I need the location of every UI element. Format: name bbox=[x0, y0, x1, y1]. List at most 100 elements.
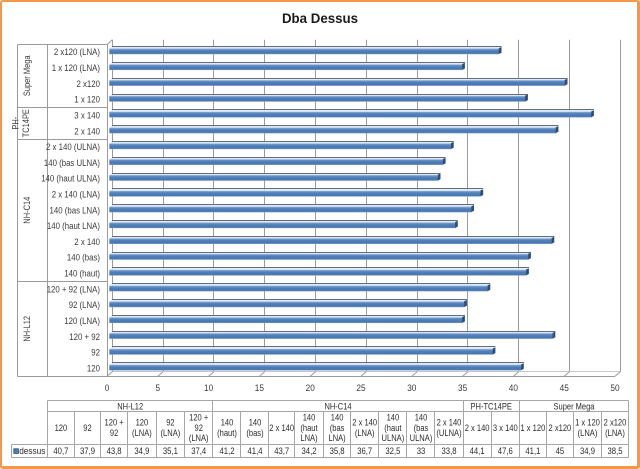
svg-text:1 x 120: 1 x 120 bbox=[74, 95, 100, 105]
svg-text:120: 120 bbox=[55, 423, 68, 433]
svg-text:2 x 140 (LNA): 2 x 140 (LNA) bbox=[52, 190, 100, 200]
svg-text:1 x 120: 1 x 120 bbox=[575, 418, 600, 428]
svg-text:(bas: (bas bbox=[414, 423, 429, 433]
svg-text:10: 10 bbox=[204, 383, 213, 393]
svg-text:Dba Dessus: Dba Dessus bbox=[282, 10, 358, 26]
svg-text:33: 33 bbox=[417, 446, 426, 456]
svg-text:30: 30 bbox=[407, 383, 416, 393]
svg-text:34,9: 34,9 bbox=[134, 446, 149, 456]
svg-text:120 + 92: 120 + 92 bbox=[69, 332, 100, 342]
svg-text:2 x120: 2 x120 bbox=[604, 418, 627, 428]
svg-text:2 x 140: 2 x 140 bbox=[269, 423, 294, 433]
svg-text:2 x 140: 2 x 140 bbox=[74, 126, 100, 136]
svg-text:1 x 120 (LNA): 1 x 120 (LNA) bbox=[52, 63, 100, 73]
svg-text:140 (haut LNA): 140 (haut LNA) bbox=[47, 221, 100, 231]
svg-text:2 x120: 2 x120 bbox=[77, 79, 101, 89]
svg-text:41,2: 41,2 bbox=[220, 446, 235, 456]
svg-text:43,7: 43,7 bbox=[274, 446, 289, 456]
svg-text:140 (bas ULNA): 140 (bas ULNA) bbox=[44, 158, 100, 168]
svg-text:35,1: 35,1 bbox=[163, 446, 178, 456]
svg-text:140: 140 bbox=[221, 418, 234, 428]
svg-text:25: 25 bbox=[356, 383, 365, 393]
svg-text:0: 0 bbox=[105, 383, 110, 393]
svg-text:40,7: 40,7 bbox=[53, 446, 68, 456]
svg-text:35,8: 35,8 bbox=[330, 446, 345, 456]
svg-text:92: 92 bbox=[195, 423, 203, 433]
svg-text:41,1: 41,1 bbox=[525, 446, 540, 456]
svg-text:45: 45 bbox=[556, 446, 565, 456]
svg-text:34,9: 34,9 bbox=[580, 446, 595, 456]
svg-text:41,4: 41,4 bbox=[248, 446, 263, 456]
svg-text:(LNA): (LNA) bbox=[189, 433, 209, 443]
svg-text:37,9: 37,9 bbox=[80, 446, 95, 456]
svg-text:15: 15 bbox=[255, 383, 264, 393]
svg-text:(ULNA): (ULNA) bbox=[436, 428, 461, 438]
svg-text:2 x 140 (ULNA): 2 x 140 (ULNA) bbox=[46, 142, 100, 152]
svg-text:NH-L12: NH-L12 bbox=[117, 401, 143, 411]
svg-text:PH-TC14PE: PH-TC14PE bbox=[471, 401, 512, 411]
svg-text:20: 20 bbox=[306, 383, 315, 393]
svg-text:2 x 140: 2 x 140 bbox=[352, 418, 377, 428]
svg-text:32,5: 32,5 bbox=[385, 446, 400, 456]
svg-text:2 x 140: 2 x 140 bbox=[437, 418, 462, 428]
svg-text:35: 35 bbox=[458, 383, 467, 393]
svg-text:45: 45 bbox=[560, 383, 569, 393]
svg-text:LNA): LNA) bbox=[329, 433, 346, 443]
svg-text:NH-C14: NH-C14 bbox=[22, 197, 32, 224]
svg-text:PH-: PH- bbox=[11, 117, 21, 130]
svg-text:120 (LNA): 120 (LNA) bbox=[64, 316, 100, 326]
svg-text:(LNA): (LNA) bbox=[578, 428, 598, 438]
svg-text:50: 50 bbox=[610, 383, 619, 393]
svg-text:140: 140 bbox=[415, 412, 428, 422]
svg-text:140: 140 bbox=[387, 412, 400, 422]
svg-text:92: 92 bbox=[91, 348, 100, 358]
svg-text:140 (bas): 140 (bas) bbox=[67, 253, 100, 263]
svg-text:TC14PE: TC14PE bbox=[21, 109, 31, 137]
svg-text:(haut): (haut) bbox=[217, 428, 237, 438]
svg-text:5: 5 bbox=[156, 383, 161, 393]
svg-text:47,6: 47,6 bbox=[498, 446, 513, 456]
svg-text:(haut: (haut bbox=[384, 423, 402, 433]
svg-text:120: 120 bbox=[136, 418, 149, 428]
svg-text:3 x 140: 3 x 140 bbox=[74, 110, 100, 120]
svg-text:120: 120 bbox=[87, 363, 100, 373]
svg-text:40: 40 bbox=[509, 383, 518, 393]
svg-text:43,8: 43,8 bbox=[107, 446, 122, 456]
svg-text:NH-C14: NH-C14 bbox=[324, 401, 351, 411]
svg-text:36,7: 36,7 bbox=[357, 446, 372, 456]
svg-text:2 x120: 2 x120 bbox=[549, 423, 572, 433]
svg-text:(bas): (bas) bbox=[246, 428, 263, 438]
svg-text:ULNA): ULNA) bbox=[410, 433, 433, 443]
svg-text:dessus: dessus bbox=[19, 446, 46, 456]
svg-text:2 x120 (LNA): 2 x120 (LNA) bbox=[54, 47, 100, 57]
svg-text:140: 140 bbox=[331, 412, 344, 422]
svg-text:ULNA): ULNA) bbox=[382, 433, 405, 443]
svg-text:2 x 140: 2 x 140 bbox=[465, 423, 490, 433]
svg-text:(LNA): (LNA) bbox=[161, 428, 181, 438]
svg-text:38,5: 38,5 bbox=[608, 446, 623, 456]
svg-text:NH-L12: NH-L12 bbox=[22, 316, 32, 342]
svg-text:120 + 92 (LNA): 120 + 92 (LNA) bbox=[47, 284, 100, 294]
svg-text:33,8: 33,8 bbox=[442, 446, 457, 456]
svg-text:92: 92 bbox=[110, 428, 118, 438]
svg-text:(LNA): (LNA) bbox=[132, 428, 152, 438]
svg-text:LNA): LNA) bbox=[300, 433, 317, 443]
svg-text:140: 140 bbox=[249, 418, 262, 428]
svg-text:Super Mega: Super Mega bbox=[22, 55, 32, 96]
svg-text:1 x 120: 1 x 120 bbox=[521, 423, 546, 433]
svg-text:140 (haut ULNA): 140 (haut ULNA) bbox=[41, 174, 100, 184]
svg-text:(LNA): (LNA) bbox=[605, 428, 625, 438]
svg-text:120 +: 120 + bbox=[105, 418, 124, 428]
svg-text:44,1: 44,1 bbox=[470, 446, 485, 456]
svg-text:(bas: (bas bbox=[330, 423, 345, 433]
svg-text:140 (haut): 140 (haut) bbox=[64, 269, 100, 279]
svg-text:140 (bas LNA): 140 (bas LNA) bbox=[50, 205, 101, 215]
svg-text:3 x 140: 3 x 140 bbox=[493, 423, 518, 433]
svg-text:34,2: 34,2 bbox=[302, 446, 317, 456]
svg-text:Super Mega: Super Mega bbox=[554, 401, 595, 411]
svg-text:37,4: 37,4 bbox=[191, 446, 206, 456]
svg-text:(haut: (haut bbox=[300, 423, 318, 433]
svg-text:120 +: 120 + bbox=[189, 412, 208, 422]
svg-text:92: 92 bbox=[166, 418, 174, 428]
svg-text:2 x 140: 2 x 140 bbox=[74, 237, 100, 247]
